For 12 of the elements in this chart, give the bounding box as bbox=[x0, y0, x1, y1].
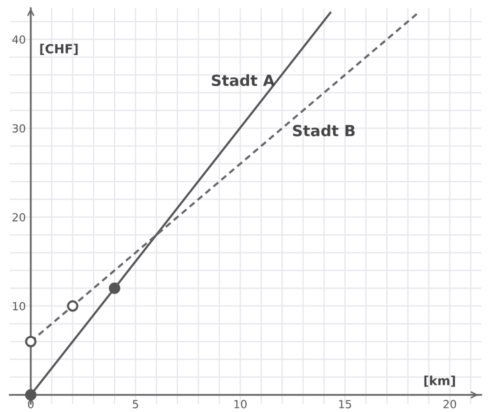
x-tick-label: 15 bbox=[339, 400, 352, 408]
x-tick-label: 20 bbox=[444, 400, 456, 408]
y-tick-label: 40 bbox=[12, 35, 26, 44]
x-tick-label: 5 bbox=[132, 400, 138, 408]
y-tick-label: 10 bbox=[12, 302, 26, 310]
y-axis-title: [CHF] bbox=[40, 44, 78, 55]
y-tick-label: 30 bbox=[12, 124, 26, 133]
x-tick-label: 10 bbox=[234, 400, 247, 408]
y-tick-label: 20 bbox=[12, 213, 26, 222]
series-label: Stadt A bbox=[212, 74, 275, 86]
x-axis-title: [km] bbox=[424, 376, 455, 387]
series-label: Stadt B bbox=[293, 124, 355, 136]
